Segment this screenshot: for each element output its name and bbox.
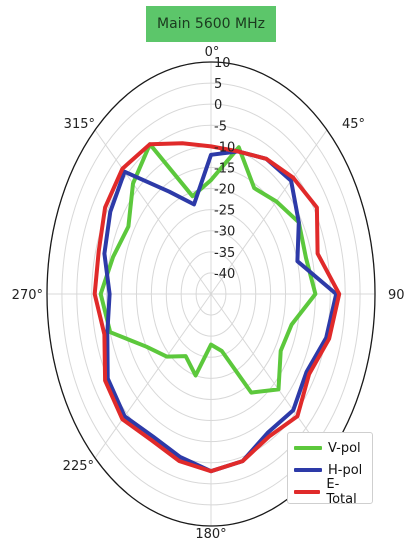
tick-label-layer: 10 5 0 -5 -10 -15 -20 -25 -30 -35 -40 0° 45° 90° 180° 2… xyxy=(12,45,404,542)
polar-frame xyxy=(46,61,376,527)
radial-tick-label: -40 xyxy=(214,267,235,282)
grid-spoke xyxy=(210,129,328,295)
series-e-total-line xyxy=(92,141,342,474)
radial-tick-label: -35 xyxy=(214,246,235,261)
radial-tick-label: 5 xyxy=(214,77,222,92)
legend-label: E-Total xyxy=(326,477,357,507)
legend-item: V-pol xyxy=(294,437,366,459)
legend-label: V-pol xyxy=(328,440,361,456)
angle-tick-label: 45° xyxy=(342,117,365,132)
radial-tick-label: -15 xyxy=(214,161,235,176)
grid-spoke xyxy=(94,293,212,459)
legend-swatch xyxy=(294,490,321,494)
angle-tick-label: 90° xyxy=(388,288,404,303)
angle-tick-label: 0° xyxy=(205,45,220,60)
legend-swatch xyxy=(294,468,322,472)
angle-tick-label: 225° xyxy=(63,459,94,474)
radial-tick-label: 10 xyxy=(214,56,231,71)
legend-label: H-pol xyxy=(328,462,363,478)
polar-grid xyxy=(46,61,376,527)
angle-tick-label: 180° xyxy=(195,527,226,542)
series-layer xyxy=(92,141,342,474)
chart-title: Main 5600 MHz xyxy=(146,6,276,42)
legend-swatch xyxy=(294,446,322,450)
grid-spoke xyxy=(210,293,328,459)
angle-tick-label: 315° xyxy=(64,117,95,132)
radial-tick-label: 0 xyxy=(214,98,222,113)
legend-item: E-Total xyxy=(294,477,366,507)
radial-tick-label: -25 xyxy=(214,204,235,219)
radial-tick-label: -30 xyxy=(214,225,235,240)
radial-tick-label: -10 xyxy=(214,140,235,155)
radial-tick-label: -20 xyxy=(214,183,235,198)
legend-item: H-pol xyxy=(294,459,366,481)
radial-tick-label: -5 xyxy=(214,119,227,134)
legend: V-pol H-pol E-Total xyxy=(287,432,373,507)
angle-tick-label: 270° xyxy=(12,288,43,303)
grid-spoke xyxy=(94,129,212,295)
